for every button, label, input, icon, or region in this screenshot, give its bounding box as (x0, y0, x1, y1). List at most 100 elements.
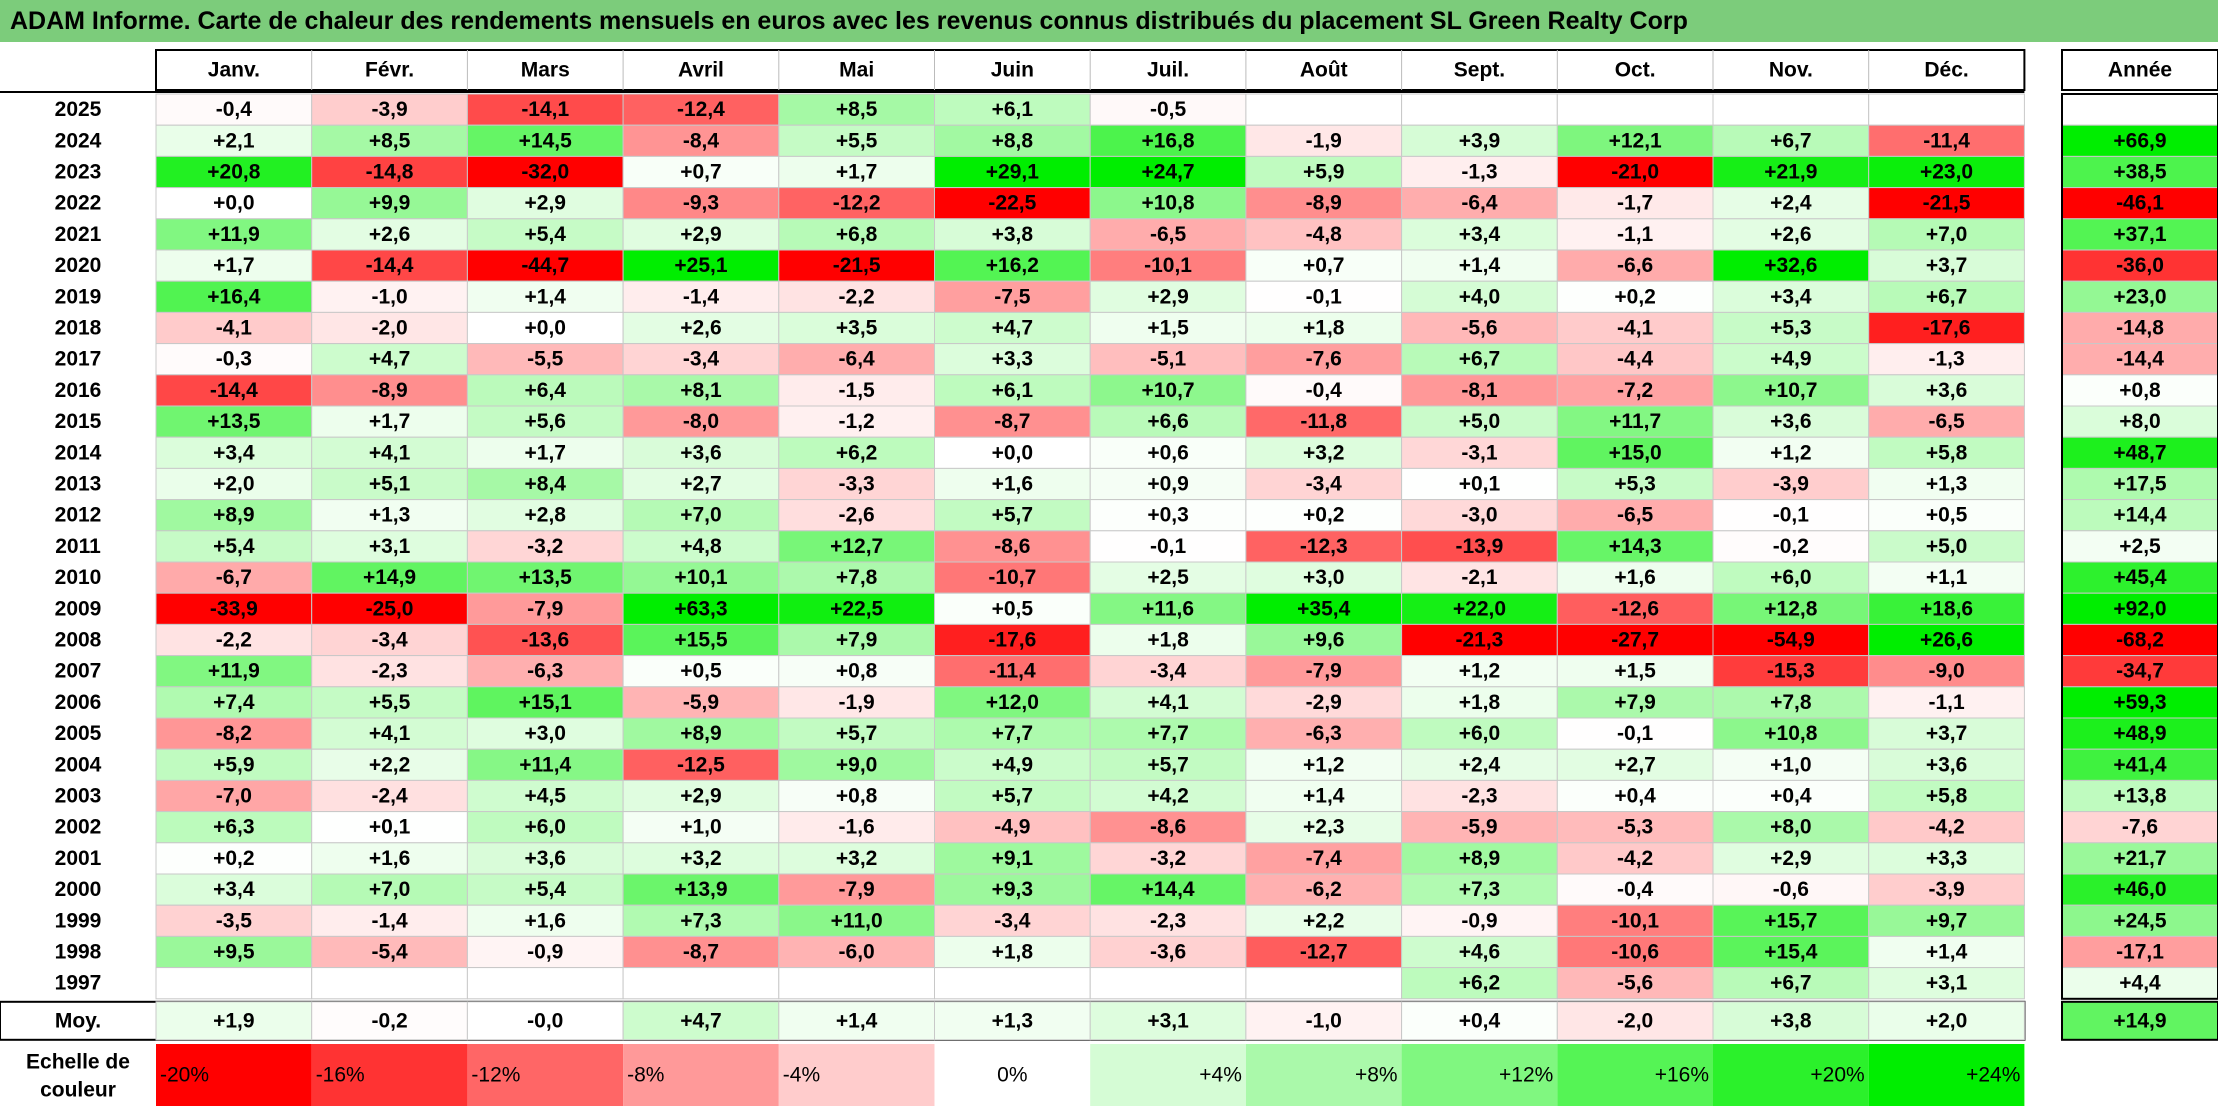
cell-value: +5,7 (836, 722, 877, 745)
cell-value: +8,1 (680, 379, 722, 402)
heatmap-cell (311, 779, 468, 813)
heatmap-cell (622, 686, 780, 719)
legend-swatch-label: -16% (316, 1064, 365, 1087)
cell-value: +6,7 (1770, 972, 1811, 995)
cell-value: -0,1 (1306, 285, 1343, 308)
heatmap-cell (1712, 904, 1870, 937)
heatmap-cell (934, 467, 1091, 501)
heatmap-cell (778, 249, 935, 282)
cell-value: -4,8 (1306, 223, 1343, 246)
cell-value: +10,7 (1141, 379, 1194, 402)
heatmap-cell (466, 686, 624, 719)
heatmap-cell (1245, 811, 1403, 844)
average-cell (934, 1001, 1091, 1041)
cell-value: +3,4 (213, 441, 255, 464)
heatmap-cell (778, 467, 935, 501)
cell-value: -1,1 (1617, 223, 1654, 246)
average-cell (622, 1001, 780, 1041)
cell-value: +2,5 (1147, 566, 1189, 589)
cell-value: -3,9 (371, 98, 407, 121)
cell-value: +12,1 (1609, 129, 1662, 152)
cell-value: +1,2 (1303, 753, 1344, 776)
cell-value: +2,3 (1303, 816, 1344, 839)
cell-value: -5,1 (1150, 348, 1187, 371)
cell-value: -0,6 (1773, 878, 1809, 901)
cell-value: +6,6 (1147, 410, 1188, 433)
heatmap-cell (934, 717, 1091, 750)
heatmap-cell (311, 93, 468, 126)
cell-value: -4,1 (1617, 317, 1654, 340)
cell-value: +10,8 (1764, 722, 1817, 745)
cell-value: -6,5 (1928, 410, 1965, 433)
cell-value: -12,3 (1300, 535, 1348, 558)
cell-value: -0,3 (216, 348, 252, 371)
heatmap-cell (1868, 311, 2025, 345)
annual-value: +37,1 (2113, 223, 2166, 246)
legend-swatch-label: +4% (1199, 1064, 1242, 1087)
cell-value: +12,8 (1764, 597, 1817, 620)
heatmap-cell (622, 779, 780, 813)
cell-value: +14,5 (519, 129, 572, 152)
annual-value: +0,8 (2119, 379, 2161, 402)
cell-value: +5,9 (213, 753, 254, 776)
cell-value: -8,1 (1461, 379, 1498, 402)
cell-value: -0,5 (1150, 98, 1187, 121)
cell-value: +6,1 (992, 379, 1034, 402)
cell-value: +16,4 (207, 285, 260, 308)
heatmap-cell (1868, 561, 2025, 594)
heatmap-cell (1868, 374, 2025, 407)
cell-value: +9,7 (1926, 909, 1967, 932)
average-value: +0,4 (1459, 1009, 1501, 1032)
heatmap-cell (1556, 811, 1714, 844)
heatmap-cell (311, 530, 468, 563)
legend-swatch (156, 1044, 312, 1106)
cell-value: -3,5 (216, 909, 253, 932)
average-value: -1,0 (1306, 1009, 1342, 1032)
heatmap-cell (311, 280, 468, 313)
average-value: +4,7 (680, 1009, 721, 1032)
cell-value: -2,4 (371, 785, 408, 808)
heatmap-cell (155, 623, 313, 657)
annual-value: +23,0 (2113, 285, 2166, 308)
heatmap-cell (311, 967, 468, 1000)
cell-value: -6,5 (1150, 223, 1187, 246)
cell-value: +2,8 (525, 504, 567, 527)
cell-value: +1,4 (1459, 254, 1501, 277)
heatmap-cell (155, 436, 313, 469)
heatmap-cell (466, 155, 624, 189)
cell-value: +1,4 (1303, 785, 1345, 808)
cell-value: +6,0 (525, 816, 566, 839)
cell-value: -3,0 (1461, 504, 1497, 527)
cell-value: +29,1 (986, 161, 1039, 184)
heatmap-cell (1089, 623, 1247, 657)
annual-value: +45,4 (2113, 566, 2166, 589)
cell-value: +11,7 (1609, 410, 1661, 433)
heatmap-cell (622, 405, 780, 438)
heatmap-cell (1712, 187, 1870, 220)
cell-value: -2,1 (1461, 566, 1498, 589)
heatmap-cell (155, 811, 313, 844)
heatmap-cell (311, 405, 468, 438)
year-label-2002: 2002 (55, 816, 102, 839)
cell-value: +9,3 (992, 878, 1033, 901)
heatmap-cell (155, 842, 313, 875)
year-label-2007: 2007 (55, 660, 102, 683)
cell-value: -1,6 (839, 816, 875, 839)
year-label-2000: 2000 (55, 878, 102, 901)
legend-swatch-label: +8% (1355, 1064, 1398, 1087)
cell-value: -10,1 (1144, 254, 1192, 277)
cell-value: +1,6 (1614, 566, 1655, 589)
heatmap-cell (1245, 779, 1403, 813)
heatmap-cell (466, 561, 624, 594)
heatmap-cell (778, 374, 935, 407)
cell-value: -6,3 (1306, 722, 1342, 745)
cell-value: +2,6 (369, 223, 410, 246)
heatmap-cell (155, 249, 313, 282)
cell-value: +4,1 (369, 722, 411, 745)
heatmap-cell (934, 187, 1091, 220)
cell-value: +0,2 (1614, 285, 1655, 308)
annual-cell (2061, 842, 2218, 875)
cell-value: -7,2 (1617, 379, 1653, 402)
heatmap-cell (1401, 405, 1558, 438)
cell-value: +9,6 (1303, 629, 1344, 652)
